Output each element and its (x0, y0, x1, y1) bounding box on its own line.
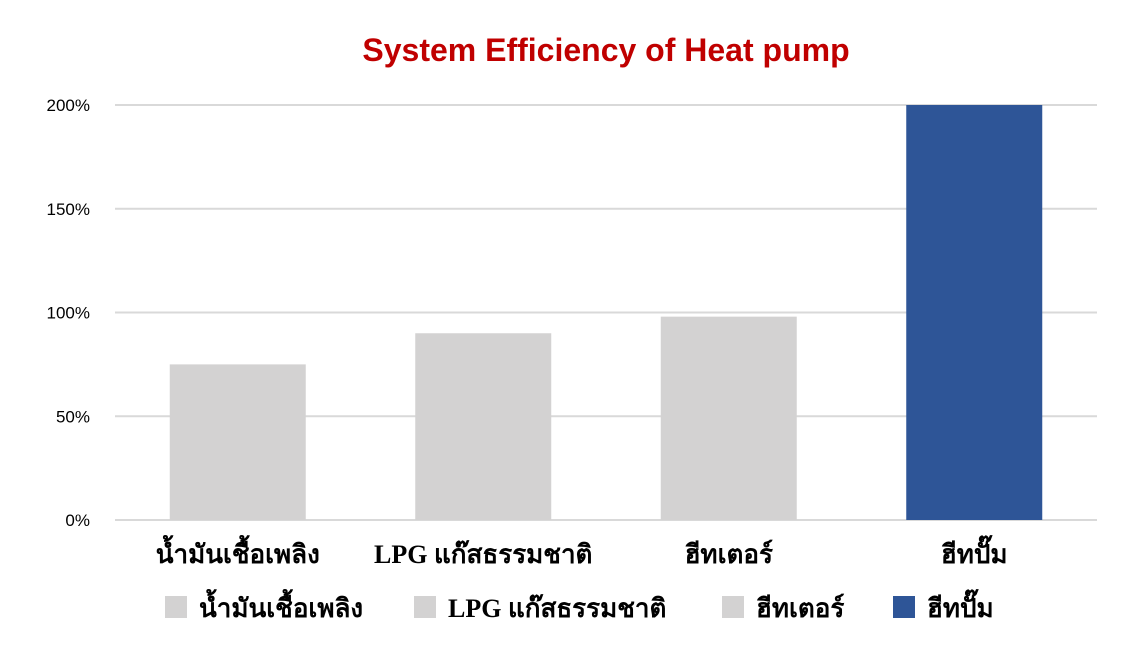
bar (169, 364, 306, 520)
legend-label: น้ำมันเชื้อเพลิง (199, 588, 363, 623)
legend-label: ฮีทปั๊ม (927, 589, 994, 623)
bars (169, 105, 1043, 520)
chart-title: System Efficiency of Heat pump (362, 32, 849, 68)
legend-swatch (722, 596, 744, 618)
x-axis-ticks: น้ำมันเชื้อเพลิง LPG แก๊สธรรมชาติ ฮีทเตอร์… (156, 534, 1008, 569)
y-axis-ticks: 0% 50% 100% 150% 200% (47, 96, 90, 530)
y-tick-label: 50% (56, 407, 90, 426)
x-tick-label: น้ำมันเชื้อเพลิง (156, 534, 320, 569)
y-tick-label: 0% (65, 511, 90, 530)
bar (906, 105, 1043, 520)
y-tick-label: 100% (47, 304, 90, 323)
bar (660, 316, 797, 520)
legend-swatch (414, 596, 436, 618)
legend-label: ฮีทเตอร์ (756, 593, 844, 623)
x-tick-label: LPG แก๊สธรรมชาติ (374, 540, 592, 569)
legend-swatch (893, 596, 915, 618)
x-tick-label: ฮีทเตอร์ (685, 539, 773, 569)
legend-label: LPG แก๊สธรรมชาติ (448, 594, 666, 623)
y-tick-label: 200% (47, 96, 90, 115)
bar (415, 333, 552, 520)
x-tick-label: ฮีทปั๊ม (941, 535, 1008, 569)
y-tick-label: 150% (47, 200, 90, 219)
legend: น้ำมันเชื้อเพลิง LPG แก๊สธรรมชาติ ฮีทเตอร์… (165, 588, 994, 623)
legend-swatch (165, 596, 187, 618)
